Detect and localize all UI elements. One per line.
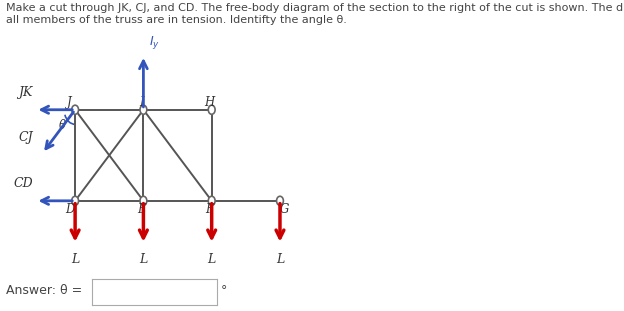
Text: Make a cut through JK, CJ, and CD. The free-body diagram of the section to the r: Make a cut through JK, CJ, and CD. The f… bbox=[6, 3, 624, 25]
Circle shape bbox=[208, 105, 215, 114]
Text: Answer: θ =: Answer: θ = bbox=[6, 284, 87, 297]
Circle shape bbox=[72, 105, 79, 114]
Text: F: F bbox=[205, 203, 213, 216]
Circle shape bbox=[140, 196, 147, 205]
Text: °: ° bbox=[220, 284, 227, 297]
Text: G: G bbox=[280, 203, 290, 216]
Circle shape bbox=[208, 196, 215, 205]
Text: H: H bbox=[205, 96, 215, 109]
Circle shape bbox=[72, 196, 79, 205]
Circle shape bbox=[276, 196, 283, 205]
Text: L: L bbox=[139, 253, 147, 266]
Text: J: J bbox=[67, 96, 72, 109]
Text: JK: JK bbox=[18, 86, 33, 99]
Text: CD: CD bbox=[13, 177, 33, 190]
Text: CJ: CJ bbox=[18, 131, 33, 144]
Text: L: L bbox=[276, 253, 284, 266]
Text: E: E bbox=[137, 203, 145, 216]
Circle shape bbox=[140, 105, 147, 114]
Text: θ: θ bbox=[59, 119, 66, 132]
Text: L: L bbox=[71, 253, 79, 266]
Text: $I_y$: $I_y$ bbox=[149, 34, 160, 51]
Text: i: i bbox=[83, 286, 87, 299]
Text: I: I bbox=[139, 96, 144, 109]
Text: L: L bbox=[208, 253, 216, 266]
Text: D: D bbox=[65, 203, 74, 216]
